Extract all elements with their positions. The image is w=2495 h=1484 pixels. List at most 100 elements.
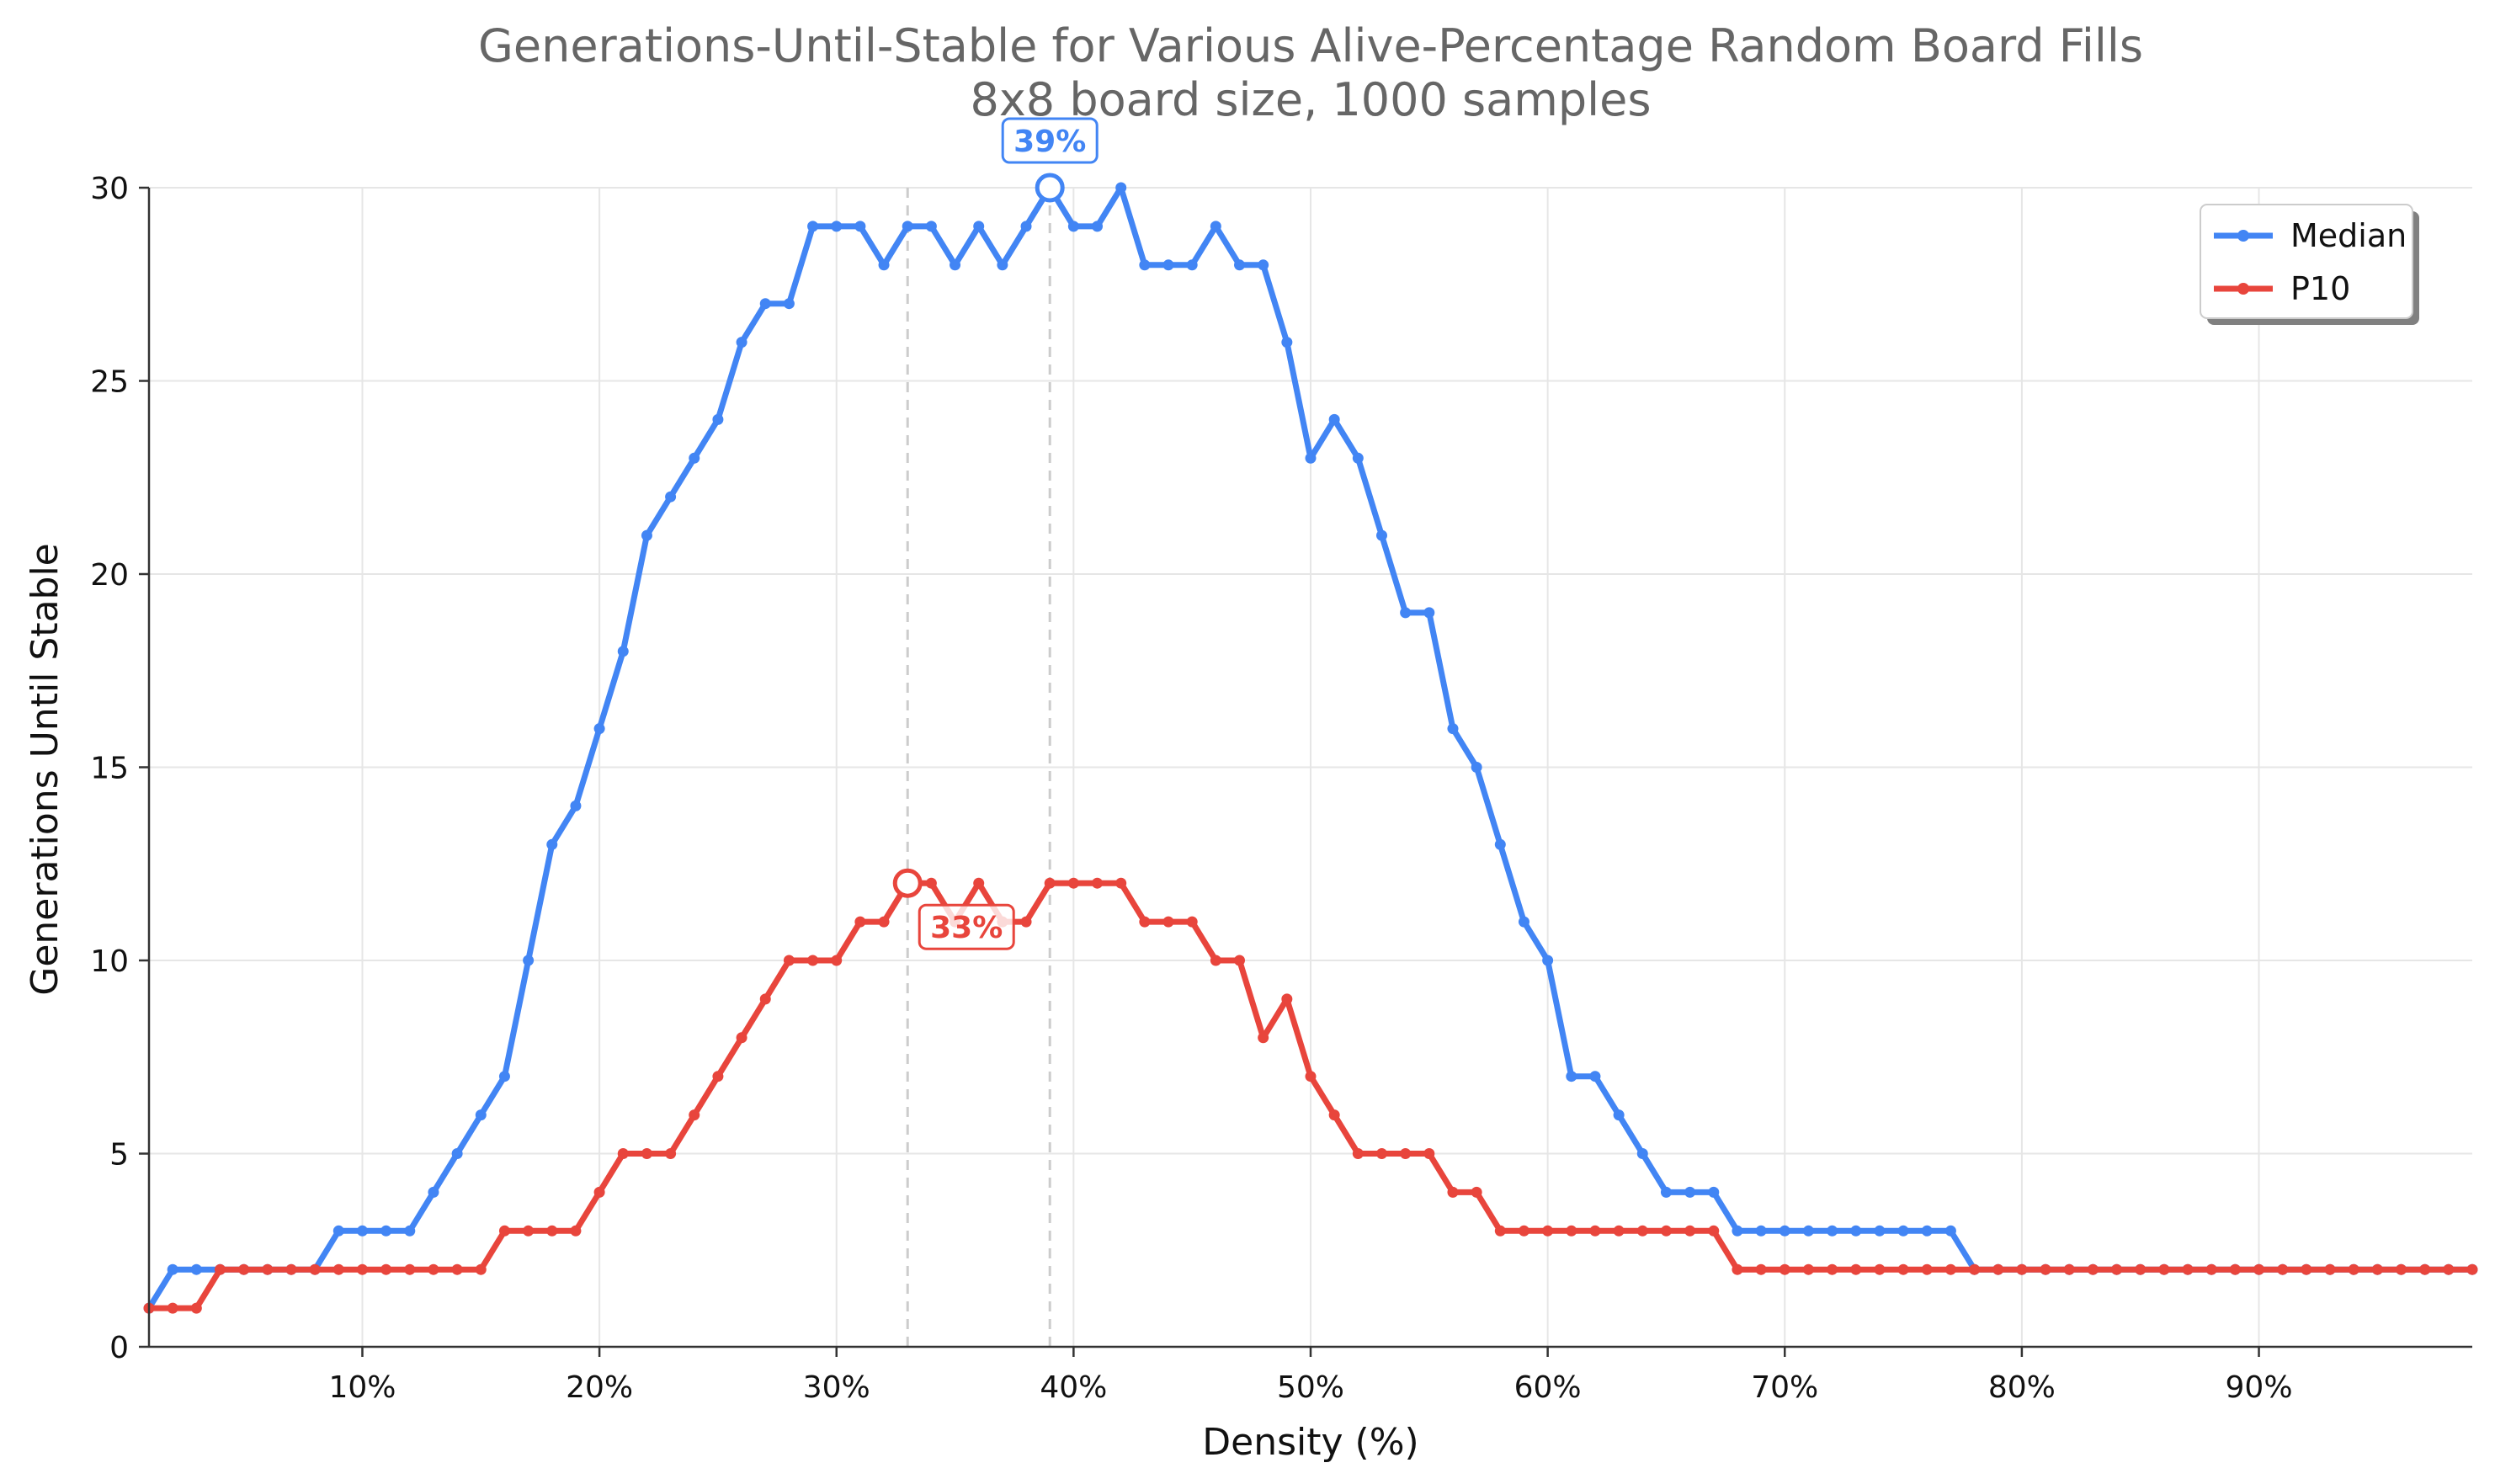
data-point-p10 — [736, 1032, 747, 1044]
x-tick-label: 20% — [566, 1370, 633, 1405]
data-point-p10 — [878, 916, 890, 928]
data-point-median — [356, 1225, 368, 1237]
data-point-p10 — [309, 1263, 321, 1275]
data-point-p10 — [1897, 1263, 1909, 1275]
data-point-p10 — [2371, 1263, 2383, 1275]
data-point-p10 — [1921, 1263, 1933, 1275]
x-axis-label: Density (%) — [1202, 1421, 1418, 1464]
data-point-p10 — [451, 1263, 463, 1275]
data-point-median — [1850, 1225, 1862, 1237]
data-point-median — [498, 1071, 510, 1082]
data-point-p10 — [2301, 1263, 2312, 1275]
data-point-p10 — [2443, 1263, 2455, 1275]
data-point-p10 — [1827, 1263, 1838, 1275]
data-point-p10 — [2419, 1263, 2431, 1275]
legend-swatch-point — [2237, 230, 2249, 242]
x-tick-label: 30% — [803, 1370, 870, 1405]
data-point-p10 — [1566, 1225, 1577, 1237]
data-point-median — [1518, 916, 1529, 928]
legend-swatch-point — [2237, 283, 2249, 295]
data-point-p10 — [641, 1148, 652, 1159]
data-point-median — [1897, 1225, 1909, 1237]
data-point-p10 — [2016, 1263, 2028, 1275]
data-point-p10 — [1447, 1186, 1459, 1198]
data-point-median — [641, 529, 652, 541]
data-point-median — [1827, 1225, 1838, 1237]
data-point-median — [1115, 182, 1127, 194]
data-point-p10 — [2158, 1263, 2170, 1275]
data-point-p10 — [1732, 1263, 1743, 1275]
data-point-median — [1139, 259, 1151, 271]
y-tick-label: 5 — [109, 1138, 129, 1173]
data-point-p10 — [1115, 877, 1127, 889]
data-point-median — [1067, 221, 1079, 232]
data-point-p10 — [854, 916, 866, 928]
data-point-p10 — [689, 1109, 700, 1121]
data-point-p10 — [1186, 916, 1198, 928]
data-point-p10 — [1518, 1225, 1529, 1237]
data-point-median — [759, 298, 771, 310]
data-point-p10 — [475, 1263, 487, 1275]
data-point-p10 — [1874, 1263, 1886, 1275]
data-point-median — [1613, 1109, 1625, 1121]
data-point-median — [665, 491, 677, 503]
data-point-median — [1258, 259, 1269, 271]
data-point-median — [380, 1225, 392, 1237]
series-lines — [143, 182, 2478, 1314]
annotation-label: 39% — [1013, 125, 1086, 159]
y-tick-label: 30 — [90, 172, 129, 206]
data-point-p10 — [332, 1263, 344, 1275]
data-point-p10 — [214, 1263, 226, 1275]
annotation-box — [1001, 117, 1099, 164]
data-point-p10 — [712, 1071, 724, 1082]
data-point-median — [451, 1148, 463, 1159]
data-point-p10 — [238, 1263, 250, 1275]
data-point-p10 — [1992, 1263, 2004, 1275]
data-point-p10 — [2040, 1263, 2051, 1275]
data-point-p10 — [1210, 955, 1221, 966]
data-point-median — [902, 221, 913, 232]
data-point-p10 — [1400, 1148, 1412, 1159]
data-point-median — [1186, 259, 1198, 271]
data-point-median — [523, 955, 535, 966]
data-point-median — [1210, 221, 1221, 232]
data-point-median — [1944, 1225, 1956, 1237]
data-point-p10 — [925, 877, 937, 889]
y-tick-label: 20 — [90, 558, 129, 593]
data-point-p10 — [759, 993, 771, 1005]
data-point-p10 — [2229, 1263, 2241, 1275]
data-point-median — [1471, 762, 1482, 773]
data-point-p10 — [593, 1186, 605, 1198]
data-point-median — [1375, 529, 1387, 541]
data-point-p10 — [1850, 1263, 1862, 1275]
data-point-p10 — [617, 1148, 629, 1159]
data-point-median — [1708, 1186, 1720, 1198]
data-point-p10 — [1969, 1263, 1981, 1275]
data-point-p10 — [356, 1263, 368, 1275]
data-point-median — [950, 259, 961, 271]
data-point-p10 — [523, 1225, 535, 1237]
data-point-p10 — [1542, 1225, 1554, 1237]
data-point-median — [1755, 1225, 1767, 1237]
data-point-p10 — [1067, 877, 1079, 889]
data-point-p10 — [831, 955, 843, 966]
legend-label: Median — [2290, 217, 2407, 254]
data-point-p10 — [1779, 1263, 1790, 1275]
data-point-median — [1589, 1071, 1601, 1082]
data-point-median — [1234, 259, 1246, 271]
x-tick-label: 50% — [1277, 1370, 1344, 1405]
data-point-p10 — [2466, 1263, 2478, 1275]
data-point-p10 — [2205, 1263, 2217, 1275]
data-point-p10 — [2063, 1263, 2075, 1275]
data-point-median — [878, 259, 890, 271]
peak-marker — [892, 868, 923, 898]
legend-label: P10 — [2290, 270, 2350, 307]
data-point-median — [404, 1225, 416, 1237]
data-point-median — [689, 452, 700, 464]
data-point-median — [1281, 337, 1293, 348]
data-point-median — [1874, 1225, 1886, 1237]
data-point-median — [1162, 259, 1174, 271]
data-point-p10 — [783, 955, 795, 966]
data-point-median — [1447, 723, 1459, 735]
data-point-median — [167, 1263, 178, 1275]
